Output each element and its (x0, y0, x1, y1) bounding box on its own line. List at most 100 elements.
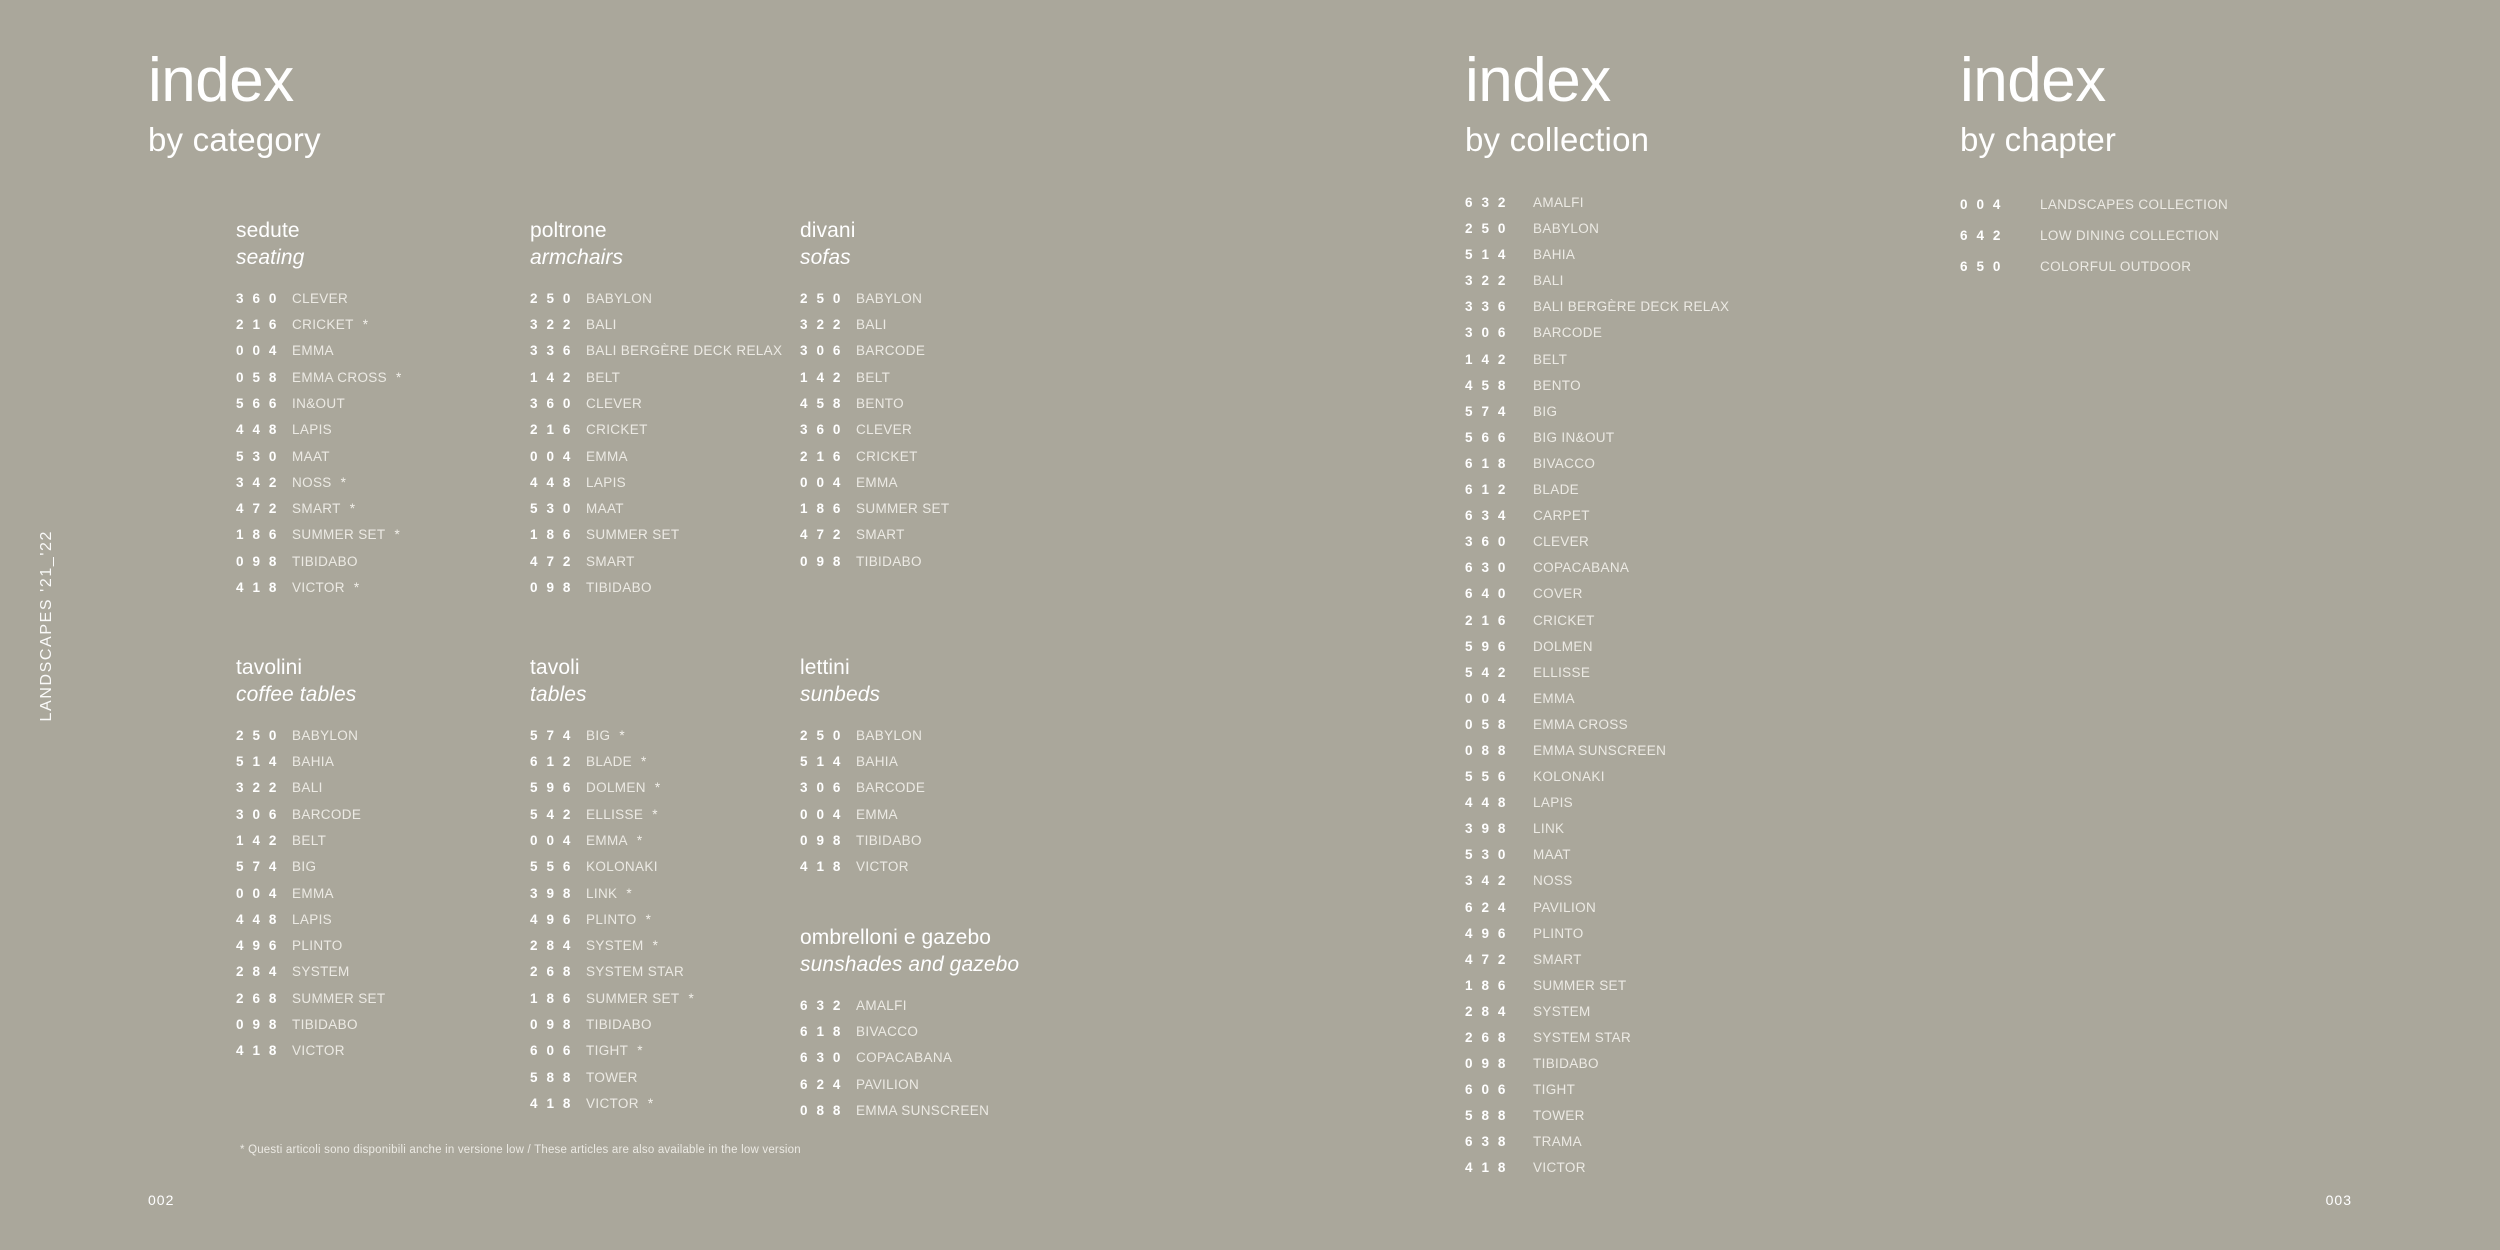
index-row[interactable]: 4 9 6 PLINTO (1465, 927, 1729, 953)
index-row[interactable]: 0 5 8 EMMA CROSS (1465, 718, 1729, 744)
index-row[interactable]: 2 5 0 BABYLON (800, 729, 925, 755)
index-row[interactable]: 2 5 0 BABYLON (236, 729, 386, 755)
index-row[interactable]: 0 0 4 EMMA (530, 450, 782, 476)
index-row[interactable]: 5 6 6 BIG IN&OUT (1465, 431, 1729, 457)
index-row[interactable]: 0 0 4 LANDSCAPES COLLECTION (1960, 198, 2228, 229)
index-row[interactable]: 3 6 0 CLEVER (1465, 535, 1729, 561)
index-row[interactable]: 3 2 2 BALI (800, 318, 950, 344)
index-row[interactable]: 6 0 6 TIGHT (1465, 1083, 1729, 1109)
index-row[interactable]: 5 1 4 BAHIA (1465, 248, 1729, 274)
index-row[interactable]: 6 2 4 PAVILION (800, 1078, 1019, 1104)
index-row[interactable]: 0 0 4 EMMA (236, 344, 401, 370)
index-row[interactable]: 4 4 8 LAPIS (236, 913, 386, 939)
index-row[interactable]: 3 0 6 BARCODE (1465, 326, 1729, 352)
index-row[interactable]: 3 2 2 BALI (530, 318, 782, 344)
index-row[interactable]: 4 7 2 SMART (800, 528, 950, 554)
index-row[interactable]: 5 4 2 ELLISSE (1465, 666, 1729, 692)
index-row[interactable]: 3 3 6 BALI BERGÈRE DECK RELAX (530, 344, 782, 370)
index-row[interactable]: 6 5 0 COLORFUL OUTDOOR (1960, 260, 2228, 291)
index-row[interactable]: 4 4 8 LAPIS (236, 423, 401, 449)
index-row[interactable]: 1 8 6 SUMMER SET (800, 502, 950, 528)
index-row[interactable]: 5 9 6 DOLMEN * (530, 781, 694, 807)
index-row[interactable]: 0 0 4 EMMA (800, 476, 950, 502)
index-row[interactable]: 6 1 8 BIVACCO (1465, 457, 1729, 483)
index-row[interactable]: 4 4 8 LAPIS (1465, 796, 1729, 822)
index-row[interactable]: 1 8 6 SUMMER SET (530, 528, 782, 554)
index-row[interactable]: 2 5 0 BABYLON (1465, 222, 1729, 248)
index-row[interactable]: 2 6 8 SUMMER SET (236, 992, 386, 1018)
index-row[interactable]: 4 7 2 SMART * (236, 502, 401, 528)
index-row[interactable]: 0 9 8 TIBIDABO (800, 555, 950, 581)
index-row[interactable]: 6 4 0 COVER (1465, 587, 1729, 613)
index-row[interactable]: 5 9 6 DOLMEN (1465, 640, 1729, 666)
index-row[interactable]: 1 8 6 SUMMER SET (1465, 979, 1729, 1005)
index-row[interactable]: 4 7 2 SMART (530, 555, 782, 581)
index-row[interactable]: 4 1 8 VICTOR * (236, 581, 401, 607)
index-row[interactable]: 2 1 6 CRICKET (530, 423, 782, 449)
index-row[interactable]: 4 9 6 PLINTO * (530, 913, 694, 939)
index-row[interactable]: 5 5 6 KOLONAKI (1465, 770, 1729, 796)
index-row[interactable]: 1 4 2 BELT (530, 371, 782, 397)
index-row[interactable]: 6 3 2 AMALFI (1465, 196, 1729, 222)
index-row[interactable]: 1 4 2 BELT (1465, 353, 1729, 379)
index-row[interactable]: 2 8 4 SYSTEM (236, 965, 386, 991)
index-row[interactable]: 4 1 8 VICTOR (800, 860, 925, 886)
index-row[interactable]: 5 7 4 BIG (1465, 405, 1729, 431)
index-row[interactable]: 3 0 6 BARCODE (800, 781, 925, 807)
index-row[interactable]: 2 1 6 CRICKET * (236, 318, 401, 344)
index-row[interactable]: 6 1 8 BIVACCO (800, 1025, 1019, 1051)
index-row[interactable]: 5 8 8 TOWER (530, 1071, 694, 1097)
index-row[interactable]: 3 6 0 CLEVER (530, 397, 782, 423)
index-row[interactable]: 0 0 4 EMMA (800, 808, 925, 834)
index-row[interactable]: 0 0 4 EMMA (236, 887, 386, 913)
index-row[interactable]: 2 1 6 CRICKET (800, 450, 950, 476)
index-row[interactable]: 4 9 6 PLINTO (236, 939, 386, 965)
index-row[interactable]: 3 4 2 NOSS * (236, 476, 401, 502)
index-row[interactable]: 4 5 8 BENTO (1465, 379, 1729, 405)
index-row[interactable]: 5 4 2 ELLISSE * (530, 808, 694, 834)
index-row[interactable]: 2 5 0 BABYLON (530, 292, 782, 318)
index-row[interactable]: 0 9 8 TIBIDABO (236, 1018, 386, 1044)
index-row[interactable]: 5 8 8 TOWER (1465, 1109, 1729, 1135)
index-row[interactable]: 1 8 6 SUMMER SET * (530, 992, 694, 1018)
index-row[interactable]: 5 1 4 BAHIA (800, 755, 925, 781)
index-row[interactable]: 6 4 2 LOW DINING COLLECTION (1960, 229, 2228, 260)
index-row[interactable]: 2 6 8 SYSTEM STAR (1465, 1031, 1729, 1057)
index-row[interactable]: 6 2 4 PAVILION (1465, 901, 1729, 927)
index-row[interactable]: 5 1 4 BAHIA (236, 755, 386, 781)
index-row[interactable]: 2 8 4 SYSTEM * (530, 939, 694, 965)
index-row[interactable]: 3 9 8 LINK * (530, 887, 694, 913)
index-row[interactable]: 5 3 0 MAAT (236, 450, 401, 476)
index-row[interactable]: 4 4 8 LAPIS (530, 476, 782, 502)
index-row[interactable]: 6 3 0 COPACABANA (1465, 561, 1729, 587)
index-row[interactable]: 4 5 8 BENTO (800, 397, 950, 423)
index-row[interactable]: 3 0 6 BARCODE (800, 344, 950, 370)
index-row[interactable]: 0 9 8 TIBIDABO (800, 834, 925, 860)
index-row[interactable]: 3 2 2 BALI (236, 781, 386, 807)
index-row[interactable]: 2 6 8 SYSTEM STAR (530, 965, 694, 991)
index-row[interactable]: 5 7 4 BIG (236, 860, 386, 886)
index-row[interactable]: 6 3 0 COPACABANA (800, 1051, 1019, 1077)
index-row[interactable]: 3 3 6 BALI BERGÈRE DECK RELAX (1465, 300, 1729, 326)
index-row[interactable]: 1 4 2 BELT (236, 834, 386, 860)
index-row[interactable]: 0 9 8 TIBIDABO (1465, 1057, 1729, 1083)
index-row[interactable]: 4 1 8 VICTOR (236, 1044, 386, 1070)
index-row[interactable]: 0 9 8 TIBIDABO (530, 581, 782, 607)
index-row[interactable]: 0 0 4 EMMA (1465, 692, 1729, 718)
index-row[interactable]: 5 7 4 BIG * (530, 729, 694, 755)
index-row[interactable]: 3 6 0 CLEVER (236, 292, 401, 318)
index-row[interactable]: 0 8 8 EMMA SUNSCREEN (800, 1104, 1019, 1130)
index-row[interactable]: 1 4 2 BELT (800, 371, 950, 397)
index-row[interactable]: 3 6 0 CLEVER (800, 423, 950, 449)
index-row[interactable]: 6 1 2 BLADE (1465, 483, 1729, 509)
index-row[interactable]: 5 5 6 KOLONAKI (530, 860, 694, 886)
index-row[interactable]: 0 9 8 TIBIDABO (530, 1018, 694, 1044)
index-row[interactable]: 3 2 2 BALI (1465, 274, 1729, 300)
index-row[interactable]: 5 6 6 IN&OUT (236, 397, 401, 423)
index-row[interactable]: 0 5 8 EMMA CROSS * (236, 371, 401, 397)
index-row[interactable]: 3 0 6 BARCODE (236, 808, 386, 834)
index-row[interactable]: 4 1 8 VICTOR (1465, 1161, 1729, 1187)
index-row[interactable]: 0 8 8 EMMA SUNSCREEN (1465, 744, 1729, 770)
index-row[interactable]: 6 3 8 TRAMA (1465, 1135, 1729, 1161)
index-row[interactable]: 0 9 8 TIBIDABO (236, 555, 401, 581)
